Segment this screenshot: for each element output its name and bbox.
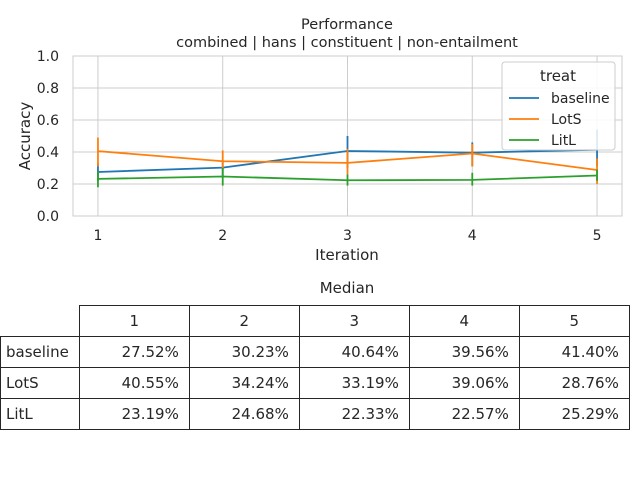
chart-title: Performance xyxy=(301,17,393,33)
x-tick-labels: 1 2 3 4 5 xyxy=(93,228,601,244)
table-cell: 41.40% xyxy=(518,336,630,368)
table-cell: 40.64% xyxy=(298,336,410,368)
legend-label: LitL xyxy=(551,133,576,149)
table-row: LotS 40.55% 34.24% 33.19% 39.06% 28.76% xyxy=(0,367,630,399)
median-table: 1 2 3 4 5 baseline 27.52% 30.23% 40.64% … xyxy=(0,305,630,430)
row-label: baseline xyxy=(0,336,80,368)
legend-label: LotS xyxy=(551,112,582,128)
y-tick-labels: 0.0 0.2 0.4 0.6 0.8 1.0 xyxy=(37,49,59,225)
legend-items: baseline LotS LitL xyxy=(509,91,610,149)
table-cell: 33.19% xyxy=(298,367,410,399)
legend-box xyxy=(501,61,616,151)
table-title: Median xyxy=(319,279,375,297)
table-cell: 22.57% xyxy=(408,398,520,430)
table-corner xyxy=(0,305,80,337)
legend: treat baseline LotS LitL xyxy=(501,61,616,151)
y-axis-title: Accuracy xyxy=(16,102,34,171)
table-cell: 25.29% xyxy=(518,398,630,430)
chart-subtitle: combined | hans | constituent | non-enta… xyxy=(176,35,518,51)
legend-label: baseline xyxy=(551,91,610,107)
y-tick-label: 0.2 xyxy=(37,177,59,193)
series-litl xyxy=(97,168,598,188)
legend-item: LitL xyxy=(509,133,576,149)
column-header: 1 xyxy=(78,305,190,337)
table-cell: 22.33% xyxy=(298,398,410,430)
legend-item: baseline xyxy=(509,91,610,107)
table-cell: 34.24% xyxy=(188,367,300,399)
x-tick-label: 1 xyxy=(93,228,102,244)
x-tick-label: 3 xyxy=(343,228,352,244)
table-cell: 24.68% xyxy=(188,398,300,430)
column-header: 4 xyxy=(408,305,520,337)
table-header-row: 1 2 3 4 5 xyxy=(0,305,630,337)
table-row: LitL 23.19% 24.68% 22.33% 22.57% 25.29% xyxy=(0,398,630,430)
table-cell: 27.52% xyxy=(78,336,190,368)
row-label: LitL xyxy=(0,398,80,430)
plot-frame xyxy=(72,55,623,217)
x-tick-label: 2 xyxy=(218,228,227,244)
y-tick-label: 0.6 xyxy=(37,113,59,129)
performance-chart: Performance combined | hans | constituen… xyxy=(16,17,623,264)
table-cell: 39.06% xyxy=(408,367,520,399)
x-axis-title: Iteration xyxy=(315,246,379,264)
legend-title: treat xyxy=(540,67,576,85)
column-header: 3 xyxy=(298,305,410,337)
x-tick-label: 4 xyxy=(468,228,477,244)
y-tick-label: 0.8 xyxy=(37,81,59,97)
table-cell: 30.23% xyxy=(188,336,300,368)
y-tick-label: 0.0 xyxy=(37,209,59,225)
legend-item: LotS xyxy=(509,112,582,128)
table-row: baseline 27.52% 30.23% 40.64% 39.56% 41.… xyxy=(0,336,630,368)
y-tick-label: 1.0 xyxy=(37,49,59,65)
x-tick-label: 5 xyxy=(593,228,602,244)
row-label: LotS xyxy=(0,367,80,399)
table-cell: 23.19% xyxy=(78,398,190,430)
table-cell: 40.55% xyxy=(78,367,190,399)
column-header: 2 xyxy=(188,305,300,337)
y-tick-label: 0.4 xyxy=(37,145,59,161)
table-cell: 39.56% xyxy=(408,336,520,368)
table-cell: 28.76% xyxy=(518,367,630,399)
column-header: 5 xyxy=(518,305,630,337)
